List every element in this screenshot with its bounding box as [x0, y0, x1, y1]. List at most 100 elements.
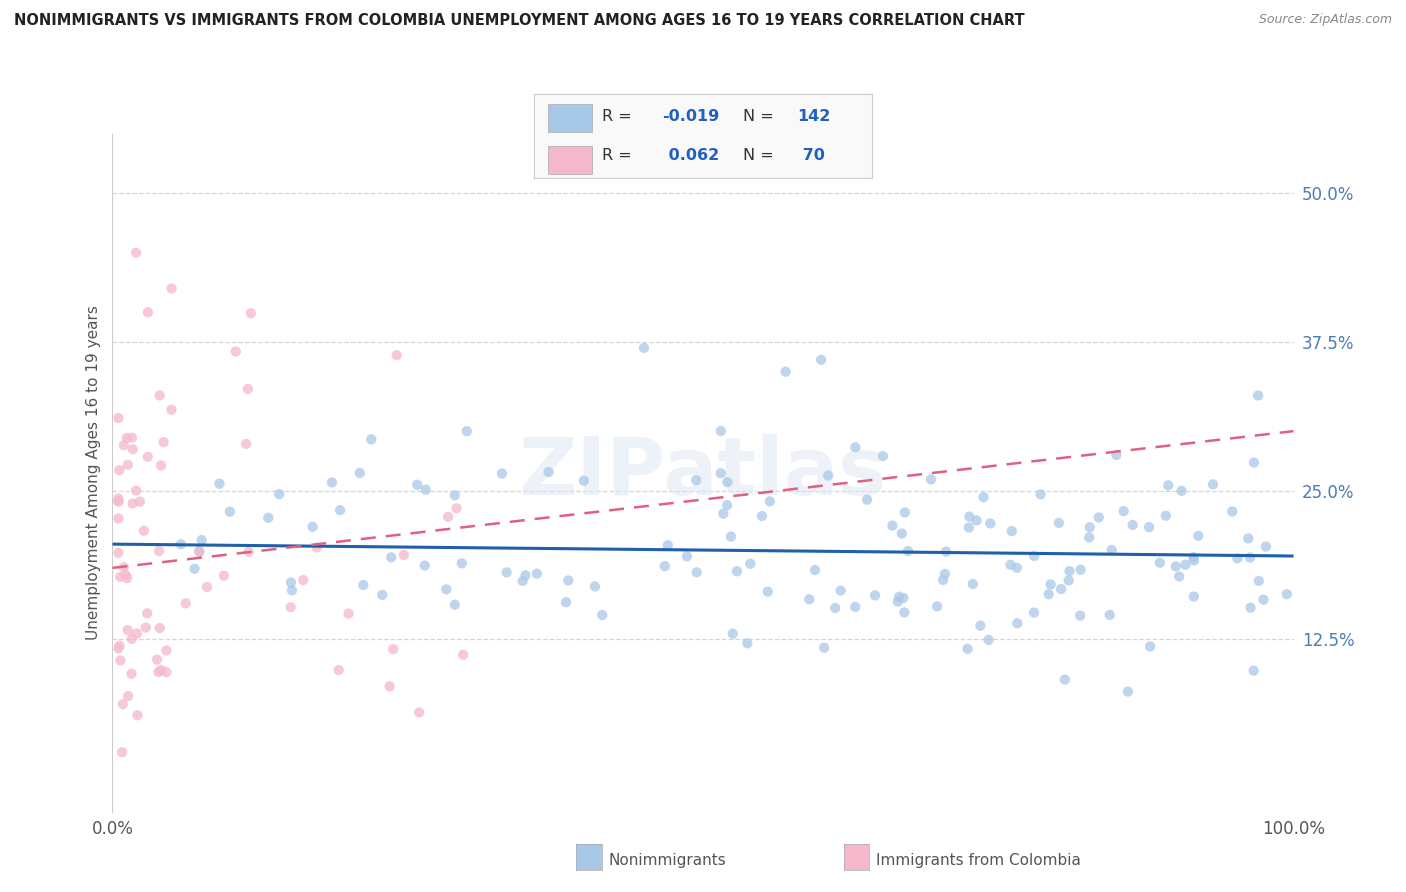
Text: ZIPatlas: ZIPatlas	[519, 434, 887, 512]
Text: -0.019: -0.019	[662, 109, 720, 124]
Point	[737, 636, 759, 650]
Point	[1047, 516, 1070, 530]
Point	[125, 245, 148, 260]
Point	[443, 598, 465, 612]
Point	[962, 577, 984, 591]
Point	[751, 509, 773, 524]
Point	[1038, 587, 1060, 601]
Point	[824, 601, 846, 615]
Point	[685, 473, 707, 487]
Point	[238, 545, 260, 559]
Point	[321, 475, 343, 490]
Point	[934, 566, 956, 581]
Point	[572, 474, 595, 488]
Text: 0.062: 0.062	[662, 148, 718, 163]
Point	[195, 580, 218, 594]
Point	[450, 557, 472, 571]
Point	[190, 533, 212, 547]
Text: NONIMMIGRANTS VS IMMIGRANTS FROM COLOMBIA UNEMPLOYMENT AMONG AGES 16 TO 19 YEARS: NONIMMIGRANTS VS IMMIGRANTS FROM COLOMBI…	[14, 13, 1025, 29]
Point	[352, 578, 374, 592]
Point	[107, 491, 129, 506]
Point	[882, 518, 904, 533]
Point	[657, 538, 679, 552]
Point	[150, 458, 173, 473]
Point	[110, 653, 132, 667]
Point	[804, 563, 827, 577]
Text: N =: N =	[744, 109, 779, 124]
Point	[415, 483, 437, 497]
Point	[891, 591, 914, 605]
Point	[1157, 478, 1180, 492]
Point	[1202, 477, 1225, 491]
Point	[920, 472, 942, 486]
Point	[1116, 684, 1139, 698]
Point	[329, 503, 352, 517]
Point	[136, 450, 159, 464]
Point	[957, 520, 980, 534]
Point	[107, 641, 129, 656]
Point	[1149, 556, 1171, 570]
Point	[110, 570, 132, 584]
Point	[890, 526, 912, 541]
Point	[149, 388, 172, 402]
Point	[676, 549, 699, 564]
FancyBboxPatch shape	[548, 146, 592, 174]
Point	[218, 505, 240, 519]
Point	[813, 640, 835, 655]
Point	[863, 588, 886, 602]
Point	[225, 344, 247, 359]
Point	[555, 595, 578, 609]
Text: Nonimmigrants: Nonimmigrants	[609, 854, 727, 868]
Point	[1029, 487, 1052, 501]
Point	[1024, 549, 1046, 563]
Point	[1057, 574, 1080, 588]
Point	[979, 516, 1001, 531]
Point	[281, 583, 304, 598]
Point	[146, 653, 169, 667]
Point	[927, 599, 949, 614]
Point	[872, 449, 894, 463]
Point	[437, 509, 460, 524]
Point	[115, 431, 138, 445]
Point	[1275, 587, 1298, 601]
Point	[239, 306, 262, 320]
Point	[887, 594, 910, 608]
Point	[756, 584, 779, 599]
Point	[1078, 530, 1101, 544]
Point	[107, 546, 129, 560]
Point	[1059, 564, 1081, 578]
Point	[1070, 563, 1092, 577]
Point	[155, 665, 177, 680]
Point	[148, 544, 170, 558]
Point	[108, 463, 131, 477]
Point	[1101, 543, 1123, 558]
Point	[1087, 510, 1109, 524]
Point	[583, 579, 606, 593]
Point	[257, 510, 280, 524]
Point	[720, 530, 742, 544]
Point	[1237, 532, 1260, 546]
Point	[799, 592, 821, 607]
Point	[1139, 640, 1161, 654]
Point	[212, 568, 235, 582]
Point	[1069, 608, 1091, 623]
Point	[894, 506, 917, 520]
Point	[830, 583, 852, 598]
Point	[148, 665, 170, 679]
Point	[115, 571, 138, 585]
Point	[117, 689, 139, 703]
Point	[973, 490, 995, 504]
Point	[889, 590, 911, 604]
Text: 142: 142	[797, 109, 831, 124]
Point	[451, 648, 474, 662]
Point	[932, 573, 955, 587]
Point	[1239, 600, 1261, 615]
Point	[434, 582, 457, 597]
Point	[710, 424, 733, 438]
Point	[128, 494, 150, 508]
Point	[349, 466, 371, 480]
Point	[117, 623, 139, 637]
Point	[125, 483, 148, 498]
Point	[160, 402, 183, 417]
Point	[710, 466, 733, 480]
